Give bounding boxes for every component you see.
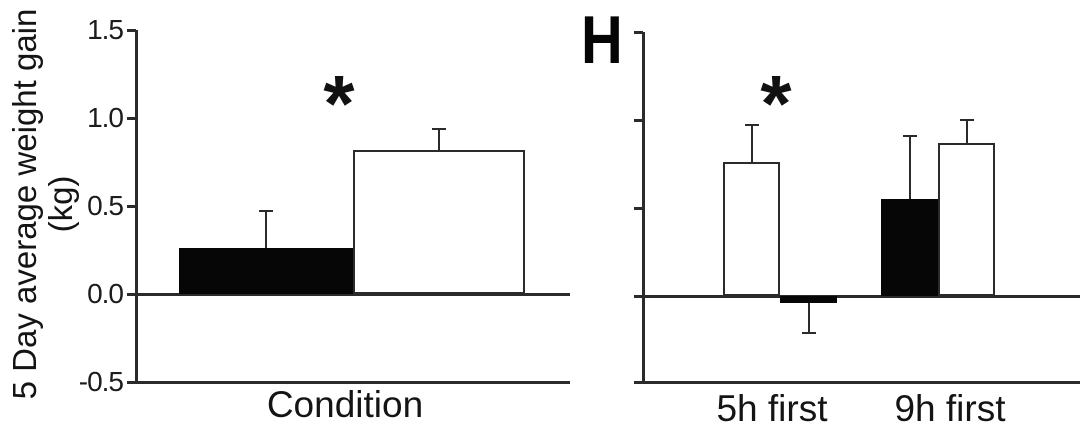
- y-tick-mark: [127, 205, 136, 208]
- y-axis-line-right: [642, 32, 645, 384]
- bar-open-0: [353, 149, 525, 294]
- y-tick-mark: [634, 295, 643, 298]
- error-bar-cap: [902, 134, 917, 137]
- error-bar-line: [965, 120, 968, 143]
- category-label-5h-first: 5h first: [716, 388, 828, 429]
- x-axis-label-condition: Condition: [266, 384, 424, 425]
- zero-line-right: [642, 295, 1080, 298]
- zero-line-left: [136, 293, 570, 296]
- panel-letter-h: H: [581, 2, 623, 78]
- y-tick-mark: [634, 31, 643, 34]
- y-tick-label: 1.5: [87, 14, 124, 45]
- error-bar-line: [750, 125, 753, 163]
- error-bar-line: [438, 128, 440, 150]
- baseline-left: [127, 381, 570, 384]
- bar-open-0: [723, 162, 780, 296]
- y-axis-title-line1: 5 Day average weight gain: [6, 8, 43, 400]
- error-bar-cap: [259, 210, 273, 213]
- error-bar-line: [265, 211, 267, 249]
- y-tick-mark: [127, 117, 136, 120]
- y-tick-label: -0.5: [78, 366, 124, 397]
- error-bar-line: [908, 135, 911, 200]
- y-tick-mark: [127, 29, 136, 32]
- bar-open-1: [938, 142, 995, 296]
- y-tick-mark: [634, 119, 643, 122]
- error-bar-cap: [432, 127, 446, 130]
- y-tick-label: 1.0: [87, 102, 124, 133]
- bar-filled-0: [780, 296, 837, 304]
- baseline-right: [634, 381, 1080, 384]
- y-tick-label: 0.0: [87, 278, 124, 309]
- y-tick-mark: [127, 293, 136, 296]
- significance-asterisk-left: *: [323, 59, 355, 148]
- category-label-9h-first: 9h first: [894, 388, 1006, 429]
- y-tick-label: 0.5: [87, 190, 124, 221]
- error-bar-line: [807, 303, 810, 333]
- error-bar-cap: [801, 331, 816, 334]
- significance-asterisk-right: *: [760, 59, 792, 148]
- y-tick-mark: [634, 207, 643, 210]
- error-bar-cap: [959, 119, 974, 121]
- bar-filled-0: [179, 248, 353, 294]
- bar-filled-1: [881, 199, 938, 296]
- y-axis-line-left: [135, 30, 138, 384]
- error-bar-cap: [744, 124, 759, 127]
